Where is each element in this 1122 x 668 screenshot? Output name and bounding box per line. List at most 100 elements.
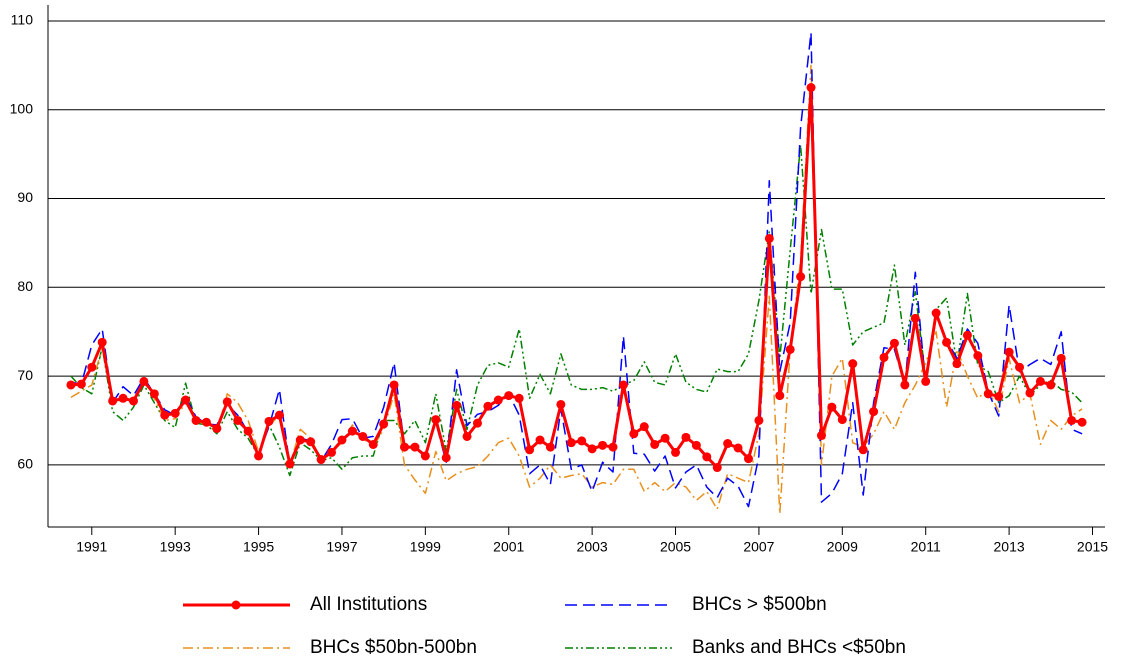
point bbox=[327, 447, 337, 457]
point bbox=[650, 439, 660, 449]
point bbox=[1077, 417, 1087, 427]
point bbox=[1004, 347, 1014, 357]
point bbox=[347, 426, 357, 436]
point bbox=[587, 444, 597, 454]
point bbox=[389, 380, 399, 390]
series-line bbox=[70, 64, 1083, 515]
y-tick-label: 70 bbox=[17, 367, 33, 383]
point bbox=[118, 393, 128, 403]
point bbox=[514, 393, 524, 403]
point bbox=[608, 442, 618, 452]
point bbox=[1025, 388, 1035, 398]
point bbox=[243, 426, 253, 436]
series-line bbox=[70, 86, 1083, 469]
point bbox=[921, 376, 931, 386]
point bbox=[222, 397, 232, 407]
point bbox=[525, 445, 535, 455]
point bbox=[660, 433, 670, 443]
x-tick-label: 1997 bbox=[326, 539, 357, 555]
point bbox=[170, 408, 180, 418]
legend-label: Banks and BHCs <$50bn bbox=[692, 637, 906, 658]
point bbox=[149, 389, 159, 399]
point bbox=[733, 443, 743, 453]
x-tick-label: 1991 bbox=[76, 539, 107, 555]
point bbox=[827, 402, 837, 412]
point bbox=[879, 352, 889, 362]
x-tick-label: 1999 bbox=[410, 539, 441, 555]
point bbox=[420, 451, 430, 461]
point bbox=[462, 431, 472, 441]
point bbox=[1067, 415, 1077, 425]
x-tick-label: 2009 bbox=[827, 539, 858, 555]
point bbox=[723, 439, 733, 449]
point bbox=[1056, 353, 1066, 363]
point bbox=[806, 83, 816, 93]
point bbox=[316, 455, 326, 465]
point bbox=[545, 442, 555, 452]
point bbox=[577, 436, 587, 446]
point bbox=[712, 463, 722, 473]
point bbox=[785, 344, 795, 354]
point bbox=[358, 431, 368, 441]
point bbox=[931, 308, 941, 318]
point bbox=[764, 233, 774, 243]
point bbox=[618, 380, 628, 390]
x-tick-label: 1995 bbox=[243, 539, 274, 555]
point bbox=[994, 392, 1004, 401]
point bbox=[796, 272, 806, 282]
legend-label: BHCs > $500bn bbox=[692, 594, 827, 615]
point bbox=[681, 432, 691, 442]
point bbox=[452, 400, 462, 410]
point bbox=[816, 431, 826, 441]
point bbox=[379, 419, 389, 429]
point bbox=[983, 389, 993, 399]
point bbox=[535, 435, 545, 445]
point bbox=[910, 313, 920, 323]
point bbox=[201, 417, 211, 427]
x-tick-label: 2003 bbox=[577, 539, 608, 555]
x-tick-label: 2015 bbox=[1077, 539, 1108, 555]
point bbox=[285, 459, 295, 469]
legend-label: BHCs $50bn-500bn bbox=[310, 637, 477, 658]
point bbox=[629, 429, 639, 439]
point bbox=[337, 435, 347, 445]
point bbox=[962, 330, 972, 340]
y-tick-label: 90 bbox=[17, 189, 33, 205]
legend-marker bbox=[231, 600, 241, 610]
x-tick-label: 2005 bbox=[660, 539, 691, 555]
point bbox=[254, 451, 264, 461]
point bbox=[952, 359, 962, 369]
point bbox=[295, 435, 305, 445]
point bbox=[775, 391, 785, 401]
point bbox=[431, 415, 441, 425]
point bbox=[504, 391, 514, 401]
point bbox=[306, 437, 316, 447]
point bbox=[181, 395, 191, 405]
point bbox=[87, 362, 97, 372]
point bbox=[441, 453, 451, 463]
point bbox=[233, 415, 243, 425]
x-tick-label: 2011 bbox=[911, 539, 941, 555]
point bbox=[889, 338, 899, 348]
point bbox=[671, 447, 681, 457]
y-tick-label: 60 bbox=[17, 456, 33, 472]
point bbox=[837, 415, 847, 425]
point bbox=[1046, 380, 1056, 390]
point bbox=[108, 396, 118, 406]
series-line bbox=[70, 31, 1083, 508]
y-tick-label: 100 bbox=[10, 100, 34, 116]
point bbox=[66, 380, 76, 390]
point bbox=[1035, 376, 1045, 386]
y-tick-label: 110 bbox=[11, 12, 34, 28]
series-line bbox=[70, 144, 1083, 477]
point bbox=[858, 445, 868, 455]
point bbox=[900, 380, 910, 390]
point bbox=[472, 418, 482, 428]
point bbox=[556, 399, 566, 409]
point bbox=[639, 422, 649, 432]
point bbox=[97, 337, 107, 347]
point bbox=[400, 442, 410, 452]
point bbox=[566, 438, 576, 448]
point bbox=[1015, 362, 1025, 372]
